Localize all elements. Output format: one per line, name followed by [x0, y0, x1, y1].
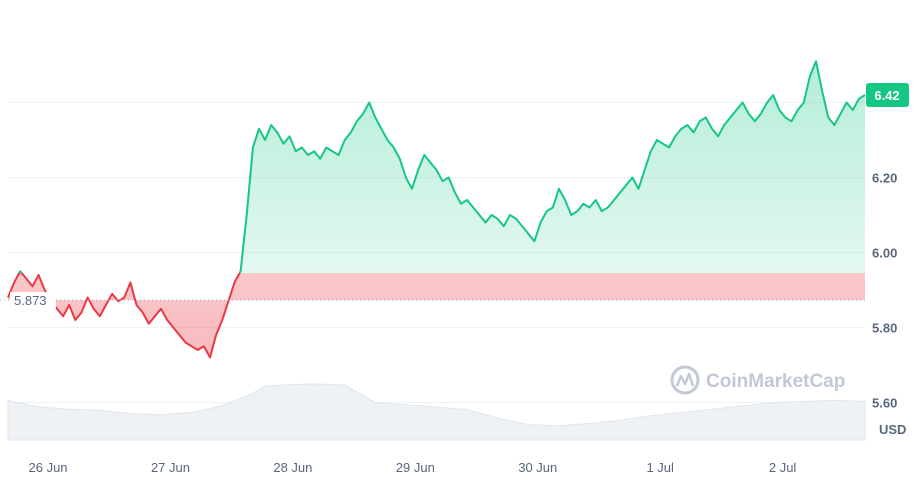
x-tick-label: 29 Jun [396, 460, 435, 475]
x-tick-label: 1 Jul [646, 460, 674, 475]
watermark-text: CoinMarketCap [706, 371, 845, 392]
y-tick-label: 6.00 [872, 246, 897, 261]
y-tick-label: 5.80 [872, 321, 897, 336]
x-tick-label: 30 Jun [518, 460, 557, 475]
y-tick-label: 5.60 [872, 396, 897, 411]
coinmarketcap-logo-icon [670, 365, 700, 395]
y-axis-ticks: 6.20 6.00 5.80 5.60 [872, 171, 897, 411]
reference-label-bg [10, 292, 56, 309]
price-area-down [8, 273, 865, 358]
x-tick-label: 27 Jun [151, 460, 190, 475]
volume-area [7, 383, 866, 441]
coinmarketcap-watermark: CoinMarketCap [670, 365, 845, 395]
unit-label: USD [879, 422, 906, 437]
price-area [8, 61, 865, 358]
volume-bars [7, 383, 866, 441]
price-area-up [19, 61, 865, 273]
reference-value-label: 5.873 [14, 293, 47, 308]
price-line-up[interactable] [8, 60, 866, 357]
current-price-badge: 6.42 [866, 83, 909, 107]
x-tick-label: 28 Jun [273, 460, 312, 475]
x-tick-label: 26 Jun [29, 460, 68, 475]
price-line-down[interactable] [7, 61, 865, 359]
x-tick-label: 2 Jul [769, 460, 797, 475]
y-tick-label: 6.20 [872, 171, 897, 186]
current-price-value: 6.42 [874, 88, 899, 103]
price-line[interactable] [7, 60, 866, 359]
x-axis-ticks: 26 Jun 27 Jun 28 Jun 29 Jun 30 Jun 1 Jul 2 Jul [29, 460, 797, 475]
